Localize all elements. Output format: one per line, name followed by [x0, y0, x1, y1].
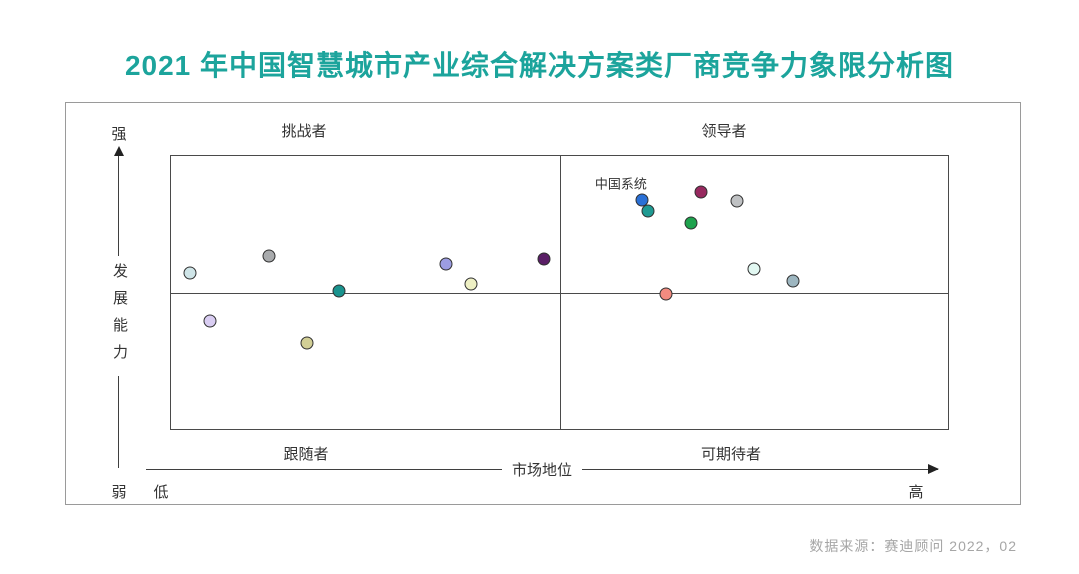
data-point	[684, 216, 698, 230]
data-point	[464, 277, 478, 291]
x-axis-max-label: 高	[908, 484, 924, 501]
data-source-note: 数据来源：赛迪顾问 2022，02	[809, 538, 1017, 554]
data-point	[786, 274, 800, 288]
y-axis-title: 发展能力	[111, 263, 128, 371]
quadrant-label-challengers: 挑战者	[281, 123, 327, 140]
data-point	[694, 185, 708, 199]
chart-panel: 挑战者 领导者 跟随者 可期待者 强 发展能力 弱 中国系统 市场地位 低 高	[65, 102, 1021, 505]
x-axis-arrow-right-icon	[928, 463, 940, 474]
data-point	[300, 336, 314, 350]
plot-area: 中国系统	[170, 155, 949, 430]
x-axis-line-left	[146, 468, 502, 470]
chart-title: 2021 年中国智慧城市产业综合解决方案类厂商竞争力象限分析图	[124, 50, 955, 81]
y-axis-line-lower	[118, 376, 119, 468]
y-axis-line-upper	[118, 156, 119, 256]
x-axis: 市场地位	[146, 460, 940, 479]
quadrant-label-expectables: 可期待者	[700, 446, 762, 463]
data-point	[183, 266, 197, 280]
quadrant-label-followers: 跟随者	[283, 446, 329, 463]
quadrant-label-leaders: 领导者	[701, 123, 747, 140]
data-point	[203, 314, 217, 328]
data-point	[659, 287, 673, 301]
data-point: 中国系统	[595, 176, 649, 207]
x-axis-line-right	[582, 463, 940, 474]
x-axis-min-label: 低	[153, 484, 169, 501]
x-axis-title: 市场地位	[512, 461, 573, 479]
data-point	[262, 249, 276, 263]
quadrant-divider-vertical	[559, 156, 561, 429]
y-axis-max-label: 强	[111, 126, 127, 143]
y-axis-min-label: 弱	[111, 484, 127, 501]
data-point	[730, 194, 744, 208]
data-point	[641, 204, 655, 218]
data-point	[747, 262, 761, 276]
data-point	[439, 257, 453, 271]
data-point	[537, 252, 551, 266]
data-point	[332, 284, 346, 298]
point-annotation: 中国系统	[594, 176, 647, 192]
y-axis-arrow-up-icon	[114, 146, 124, 156]
